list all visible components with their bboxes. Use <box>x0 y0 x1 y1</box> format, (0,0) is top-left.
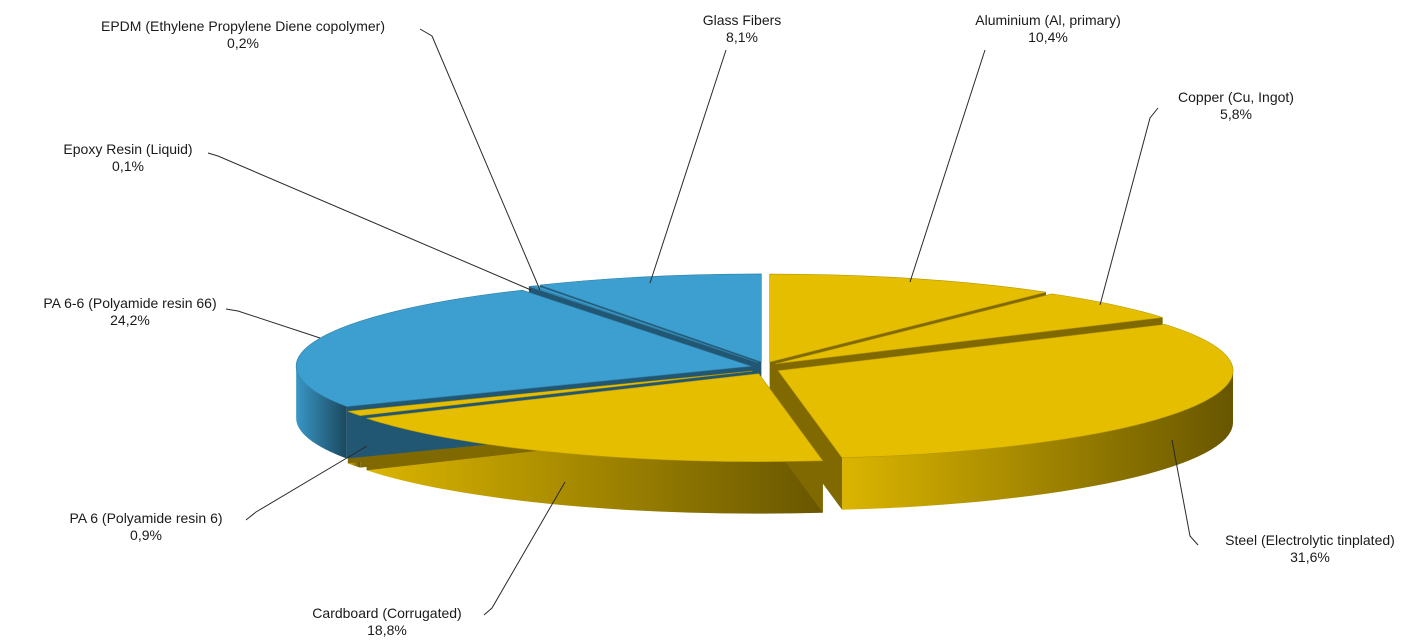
pie-side-5 <box>296 366 347 459</box>
leader-line-1 <box>1099 107 1159 306</box>
leader-line-7 <box>419 28 541 291</box>
leader-line-4 <box>245 445 368 521</box>
pie-side-2 <box>842 370 1234 510</box>
pie-cut-2-1 <box>778 370 843 510</box>
pie-slice-5 <box>295 289 752 407</box>
slice-value-label-0: 10,4% <box>1028 29 1068 45</box>
slice-name-label-5: PA 6-6 (Polyamide resin 66) <box>43 295 216 311</box>
slice-name-label-0: Aluminium (Al, primary) <box>975 12 1120 28</box>
pie-tops <box>295 273 1234 462</box>
leader-line-6 <box>207 152 532 291</box>
pie-slice-0 <box>769 273 1047 363</box>
leader-line-0 <box>909 49 986 283</box>
pie-slice-3 <box>366 373 824 462</box>
pie-slice-1 <box>775 293 1163 365</box>
leader-line-8 <box>649 49 727 284</box>
slice-value-label-1: 5,8% <box>1220 106 1252 122</box>
slice-name-label-1: Copper (Cu, Ingot) <box>1178 89 1294 105</box>
slice-value-label-2: 31,6% <box>1290 549 1330 565</box>
slice-value-label-3: 18,8% <box>367 622 407 638</box>
slice-name-label-8: Glass Fibers <box>703 12 782 28</box>
leader-line-3 <box>483 481 566 616</box>
pie-side-3 <box>366 418 823 514</box>
pie-slice-7 <box>531 285 759 363</box>
slice-name-label-7: EPDM (Ethylene Propylene Diene copolymer… <box>101 18 385 34</box>
pie-slice-2 <box>777 324 1234 459</box>
slice-value-label-4: 0,9% <box>130 527 162 543</box>
slice-name-label-4: PA 6 (Polyamide resin 6) <box>69 510 222 526</box>
slice-name-label-6: Epoxy Resin (Liquid) <box>63 141 192 157</box>
slice-value-label-8: 8,1% <box>726 29 758 45</box>
slice-name-label-2: Steel (Electrolytic tinplated) <box>1225 532 1395 548</box>
slice-value-label-6: 0,1% <box>112 158 144 174</box>
slice-value-label-5: 24,2% <box>110 312 150 328</box>
leader-line-5 <box>225 308 321 339</box>
pie-slice-4 <box>347 370 753 416</box>
slice-value-label-7: 0,2% <box>227 35 259 51</box>
slice-name-label-3: Cardboard (Corrugated) <box>312 605 461 621</box>
pie-labels: Aluminium (Al, primary)10,4% Copper (Cu, … <box>43 12 1394 638</box>
pie-slice-8 <box>539 273 762 363</box>
leader-line-2 <box>1171 439 1199 546</box>
